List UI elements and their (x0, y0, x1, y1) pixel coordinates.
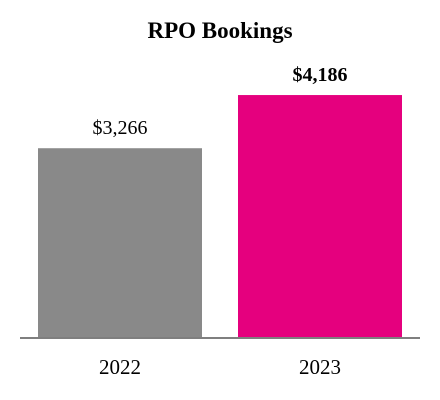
bar-2023 (238, 95, 402, 338)
x-tick-label-2023: 2023 (299, 355, 341, 379)
data-label-2022: $3,266 (93, 117, 148, 139)
chart-title: RPO Bookings (147, 18, 292, 43)
x-tick-label-2022: 2022 (99, 355, 141, 379)
bar-2022 (38, 148, 202, 337)
bars-group (38, 95, 402, 338)
data-label-2023: $4,186 (293, 64, 348, 86)
